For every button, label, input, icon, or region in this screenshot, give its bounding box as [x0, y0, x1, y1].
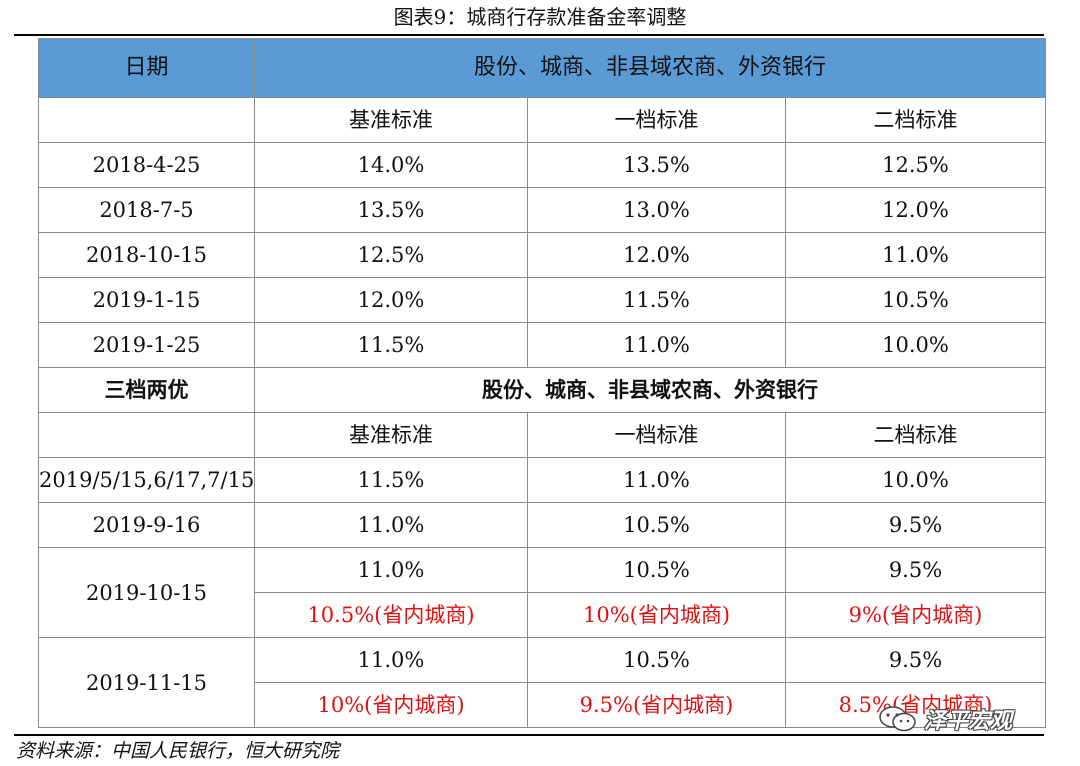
cell-base: 14.0%	[254, 142, 528, 188]
cell-tier2: 12.0%	[785, 187, 1046, 233]
cell-tier1: 12.0%	[527, 232, 786, 278]
cell-base: 13.5%	[254, 187, 528, 233]
row-date: 2018-10-15	[38, 232, 255, 278]
cell-tier2-provincial: 9%(省内城商)	[785, 592, 1046, 638]
cell-base: 12.0%	[254, 277, 528, 323]
table-row: 2019/5/15,6/17,7/15 11.5% 11.0% 10.0%	[38, 457, 1046, 503]
cell-base: 11.0%	[254, 637, 528, 683]
subheader-tier1: 一档标准	[527, 97, 786, 143]
header-date: 日期	[38, 38, 255, 98]
subheader-empty	[38, 97, 255, 143]
cell-tier1: 10.5%	[527, 637, 786, 683]
row-date: 2018-4-25	[38, 142, 255, 188]
watermark-text: 泽平宏观	[924, 709, 1013, 734]
cell-base-provincial: 10%(省内城商)	[254, 682, 528, 728]
section2-banks: 股份、城商、非县域农商、外资银行	[254, 367, 1046, 413]
table-header-row: 日期 股份、城商、非县域农商、外资银行	[38, 38, 1046, 98]
cell-tier2: 9.5%	[785, 637, 1046, 683]
table-row: 2019-1-15 12.0% 11.5% 10.5%	[38, 277, 1046, 323]
table-row: 2018-10-15 12.5% 12.0% 11.0%	[38, 232, 1046, 278]
cell-tier2: 9.5%	[785, 547, 1046, 593]
source-note: 资料来源：中国人民银行，恒大研究院	[16, 740, 340, 762]
cell-tier2: 11.0%	[785, 232, 1046, 278]
table-row: 2018-7-5 13.5% 13.0% 12.0%	[38, 187, 1046, 233]
table-row-provincial: 10.5%(省内城商) 10%(省内城商) 9%(省内城商)	[39, 592, 1046, 638]
row-date: 2019-1-15	[38, 277, 255, 323]
cell-tier1: 13.0%	[527, 187, 786, 233]
cell-base: 11.5%	[254, 457, 528, 503]
row-date: 2019/5/15,6/17,7/15	[38, 457, 255, 503]
row-date: 2019-11-15	[38, 637, 255, 728]
header-banks: 股份、城商、非县域农商、外资银行	[254, 38, 1046, 98]
table-row: 2019-10-15 11.0% 10.5% 9.5%	[38, 547, 1046, 638]
cell-base-provincial: 10.5%(省内城商)	[254, 592, 528, 638]
cell-tier1-provincial: 9.5%(省内城商)	[527, 682, 786, 728]
wechat-icon	[879, 706, 916, 732]
table-row: 2019-9-16 11.0% 10.5% 9.5%	[38, 502, 1046, 548]
cell-tier1: 11.0%	[527, 457, 786, 503]
table-row: 2019-11-15 11.0% 10.5% 9.5%	[38, 637, 1046, 728]
bottom-rule	[14, 734, 1044, 736]
subheader-base: 基准标准	[254, 412, 528, 458]
row-date: 2019-1-25	[38, 322, 255, 368]
watermark: 泽平宏观	[878, 703, 1012, 735]
cell-tier1: 10.5%	[527, 547, 786, 593]
table-row: 2018-4-25 14.0% 13.5% 12.5%	[38, 142, 1046, 188]
section2-label: 三档两优	[38, 367, 255, 413]
table-row-provincial: 10%(省内城商) 9.5%(省内城商) 8.5%(省内城商)	[39, 682, 1046, 728]
row-date: 2019-10-15	[38, 547, 255, 638]
figure-title: 图表9：城商行存款准备金率调整	[393, 5, 687, 29]
cell-tier1-provincial: 10%(省内城商)	[527, 592, 786, 638]
cell-tier2: 12.5%	[785, 142, 1046, 188]
cell-base: 11.0%	[254, 502, 528, 548]
cell-tier2: 10.5%	[785, 277, 1046, 323]
subheader-row: 基准标准 一档标准 二档标准	[38, 412, 1046, 458]
row-date: 2018-7-5	[38, 187, 255, 233]
cell-tier1: 11.0%	[527, 322, 786, 368]
subheader-tier2: 二档标准	[785, 97, 1046, 143]
cell-tier1: 10.5%	[527, 502, 786, 548]
cell-tier2: 10.0%	[785, 322, 1046, 368]
cell-tier2: 10.0%	[785, 457, 1046, 503]
table-row: 2019-1-25 11.5% 11.0% 10.0%	[38, 322, 1046, 368]
cell-base: 11.5%	[254, 322, 528, 368]
cell-base: 12.5%	[254, 232, 528, 278]
cell-tier1: 13.5%	[527, 142, 786, 188]
subheader-empty	[38, 412, 255, 458]
cell-tier1: 11.5%	[527, 277, 786, 323]
cell-tier2: 9.5%	[785, 502, 1046, 548]
subheader-row: 基准标准 一档标准 二档标准	[38, 97, 1046, 143]
reserve-ratio-table: 日期 股份、城商、非县域农商、外资银行 基准标准 一档标准 二档标准 2018-…	[38, 38, 1046, 728]
row-date: 2019-9-16	[38, 502, 255, 548]
cell-base: 11.0%	[254, 547, 528, 593]
section2-header-row: 三档两优 股份、城商、非县域农商、外资银行	[38, 367, 1046, 413]
subheader-tier1: 一档标准	[527, 412, 786, 458]
subheader-base: 基准标准	[254, 97, 528, 143]
subheader-tier2: 二档标准	[785, 412, 1046, 458]
top-rule	[14, 34, 1044, 36]
